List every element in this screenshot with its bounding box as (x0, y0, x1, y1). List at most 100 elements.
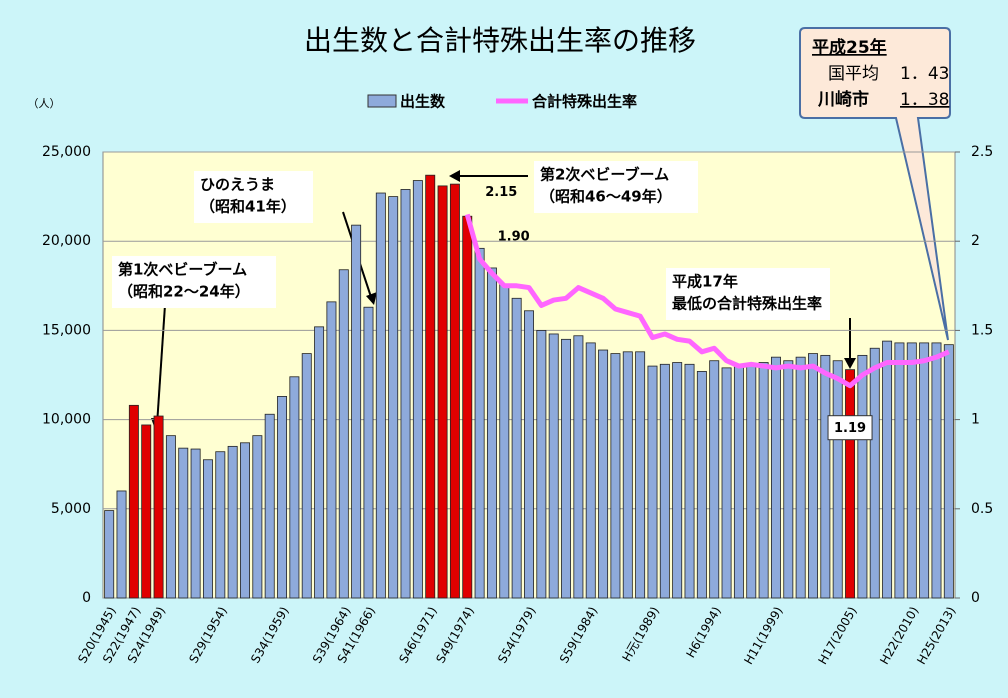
callout-label: 国平均 (828, 64, 879, 84)
annotation-box (666, 268, 830, 320)
bar (832, 360, 843, 599)
y-tick-label: 0 (82, 590, 91, 606)
bar (943, 344, 954, 599)
bar (264, 413, 275, 599)
bar (561, 338, 572, 599)
bar (412, 180, 423, 599)
annotation-box (534, 161, 698, 213)
bar (882, 340, 893, 599)
bar (116, 490, 127, 599)
bar (289, 376, 300, 599)
bar (536, 329, 547, 599)
callout-value: 1．38 (900, 90, 949, 110)
bar (499, 283, 510, 599)
bar (696, 371, 707, 599)
data-label: 1.90 (498, 230, 530, 245)
bar (610, 353, 621, 599)
bar (931, 342, 942, 599)
y2-tick-label: 1.5 (971, 322, 993, 338)
bar (845, 369, 856, 599)
annotation-box (194, 171, 313, 223)
bar (449, 183, 460, 599)
bar (635, 351, 646, 599)
bar (128, 404, 139, 599)
y2-tick-label: 2.5 (971, 144, 993, 160)
bar (462, 215, 473, 599)
bar (314, 326, 325, 599)
bar (746, 363, 757, 599)
bar (808, 353, 818, 599)
annotation: （昭和22～24年） (118, 283, 250, 301)
bar (511, 297, 522, 599)
bar (326, 301, 337, 599)
y2-tick-label: 1 (971, 412, 980, 428)
data-label-box (827, 415, 873, 441)
data-label: 2.15 (485, 185, 517, 200)
bar (165, 435, 176, 599)
bar (659, 363, 670, 599)
bar (437, 185, 448, 599)
bar (548, 333, 559, 599)
arrowhead (366, 292, 377, 305)
bar (795, 356, 806, 599)
bar (919, 342, 930, 599)
bar (153, 415, 164, 599)
bar (709, 360, 720, 599)
bar (227, 445, 238, 599)
callout-label: 川崎市 (817, 89, 869, 110)
bar (647, 365, 658, 599)
bar (277, 396, 288, 599)
annotation: （昭和46～49年） (540, 188, 672, 206)
bar (375, 192, 386, 599)
bar (104, 510, 115, 599)
y2-tick-label: 2 (971, 233, 980, 249)
annotation: 第1次ベビーブーム (118, 261, 247, 279)
bar (598, 349, 609, 599)
bar (733, 365, 744, 599)
y-tick-label: 10,000 (42, 412, 91, 428)
bar (524, 310, 534, 599)
bar (425, 174, 436, 599)
y-tick-label: 20,000 (42, 233, 91, 249)
annotation: 最低の合計特殊出生率 (672, 295, 822, 313)
bar (857, 354, 868, 599)
bar (141, 424, 152, 599)
bar (202, 459, 213, 599)
bar (894, 342, 905, 599)
legend-label: 出生数 (400, 93, 446, 111)
bar (820, 354, 831, 599)
legend-label: 合計特殊出生率 (531, 93, 637, 111)
bar (240, 442, 250, 599)
annotation: 平成17年 (672, 273, 738, 291)
bar (178, 447, 189, 599)
y2-tick-label: 0 (971, 590, 980, 606)
bar (869, 347, 880, 599)
bar (215, 451, 226, 599)
bar (721, 367, 732, 599)
bar (585, 342, 596, 599)
arrow (156, 304, 166, 426)
line (464, 213, 950, 389)
bar (338, 269, 349, 599)
bar (301, 353, 312, 599)
annotation: ひのえうま (200, 176, 275, 194)
y-tick-label: 15,000 (42, 322, 91, 338)
bar (351, 224, 362, 599)
data-label: 1.19 (834, 421, 866, 436)
callout-box (799, 27, 951, 341)
bar (190, 448, 201, 599)
y-axis-label: （人） (28, 97, 61, 110)
bar (906, 342, 917, 599)
bar (622, 351, 633, 599)
bar (684, 363, 695, 599)
annotation-box (112, 256, 276, 308)
bar (758, 362, 769, 599)
bar (573, 335, 584, 599)
bar (486, 267, 497, 599)
bar (388, 196, 399, 599)
legend-swatch (367, 94, 397, 108)
y-tick-label: 5,000 (51, 501, 91, 517)
annotation: （昭和41年） (200, 198, 296, 216)
bar (252, 435, 263, 599)
